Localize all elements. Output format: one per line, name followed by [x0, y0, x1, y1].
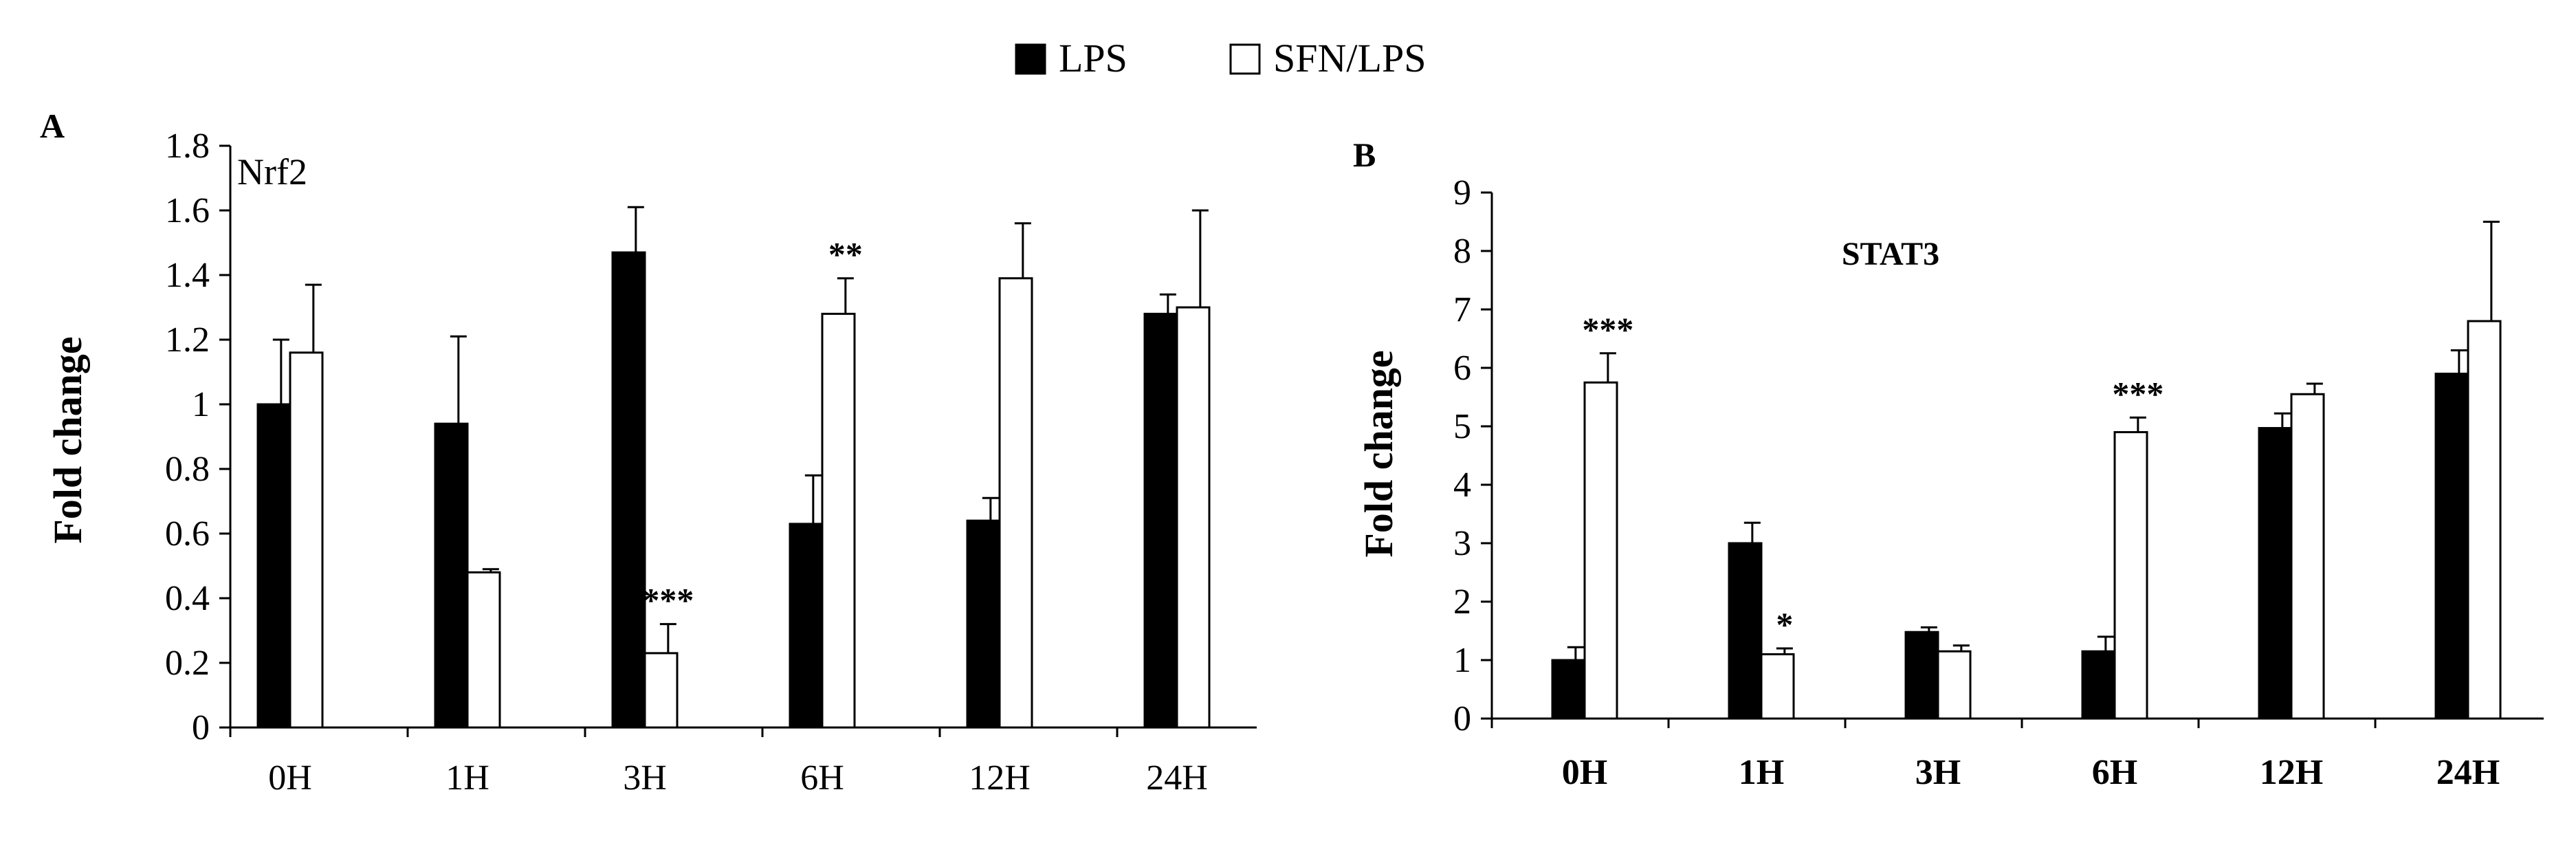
bar-lps-3h	[1904, 631, 1939, 720]
chart-title: Nrf2	[237, 151, 307, 193]
bar-lps-0h	[256, 403, 291, 729]
bar-lps-0h	[1551, 659, 1586, 720]
y-tick-label: 7	[1453, 290, 1471, 329]
y-tick-label: 0.2	[165, 644, 210, 683]
y-tick-label: 8	[1453, 232, 1471, 271]
y-tick-label: 1.2	[165, 320, 210, 360]
x-tick-label: 3H	[1915, 753, 1961, 792]
legend-label-lps: LPS	[1059, 36, 1127, 80]
y-tick-label: 1	[1453, 641, 1471, 680]
bar-sfn-lps-3h	[643, 652, 679, 729]
x-tick-label: 6H	[2092, 753, 2137, 792]
y-tick-label: 0.8	[165, 450, 210, 489]
y-tick-label: 1.6	[165, 191, 210, 230]
panel-label-b: B	[1353, 135, 1376, 174]
chart-panel-a: 0 0.2 0.4 0.6 0.8 1 1.2 1.4 1.6 1.8 0H 1H 3H 6H 12H 24H…	[45, 127, 1257, 798]
significance-marker: ***	[1582, 310, 1633, 349]
y-tick-label: 6	[1453, 349, 1471, 388]
bar-sfn-lps-0h	[289, 351, 324, 729]
legend-swatch-lps	[1015, 43, 1046, 75]
significance-marker: *	[1776, 605, 1793, 644]
y-tick-label: 1	[192, 385, 210, 424]
bar-lps-12h	[966, 519, 1001, 729]
y-tick-label: 0.6	[165, 514, 210, 554]
bar-sfn-lps-1h	[1760, 653, 1795, 720]
bar-sfn-lps-6h	[2113, 431, 2148, 720]
x-tick-label: 6H	[800, 758, 844, 798]
bar-lps-6h	[2081, 650, 2116, 720]
y-tick-label: 1.4	[165, 256, 210, 295]
y-tick-label: 0.4	[165, 579, 210, 618]
y-tick-label: 4	[1453, 466, 1471, 505]
y-tick-label: 0	[192, 708, 210, 747]
x-tick-label: 0H	[268, 758, 312, 798]
x-tick-label: 24H	[2436, 753, 2500, 792]
x-tick-label: 3H	[623, 758, 667, 798]
significance-marker: ***	[2112, 374, 2164, 413]
bar-sfn-lps-0h	[1583, 381, 1618, 720]
significance-marker: **	[828, 235, 863, 274]
panel-label-a: A	[40, 107, 65, 145]
bar-sfn-lps-12h	[998, 277, 1033, 729]
bar-sfn-lps-6h	[821, 312, 856, 729]
bar-sfn-lps-24h	[2467, 320, 2502, 720]
legend-swatch-sfn-lps	[1229, 43, 1261, 75]
bar-sfn-lps-1h	[466, 571, 501, 729]
bar-sfn-lps-12h	[2290, 393, 2325, 720]
x-tick-label: 12H	[969, 758, 1031, 798]
bar-lps-24h	[1143, 312, 1178, 729]
bar-sfn-lps-3h	[1937, 650, 1972, 720]
bar-sfn-lps-24h	[1176, 306, 1211, 729]
x-tick-label: 24H	[1146, 758, 1208, 798]
y-tick-label: 2	[1453, 582, 1471, 622]
y-tick-label: 5	[1453, 407, 1471, 446]
y-axis-label: Fold change	[45, 336, 90, 543]
x-tick-label: 1H	[445, 758, 489, 798]
y-axis-label: Fold change	[1356, 350, 1401, 557]
bar-lps-24h	[2434, 373, 2469, 720]
chart-title: STAT3	[1842, 236, 1939, 272]
y-tick-label: 9	[1453, 173, 1471, 212]
bar-lps-1h	[434, 422, 469, 729]
y-tick-label: 3	[1453, 524, 1471, 563]
bar-lps-1h	[1728, 542, 1763, 720]
x-tick-label: 12H	[2260, 753, 2323, 792]
bar-lps-3h	[611, 251, 646, 729]
bar-lps-6h	[789, 523, 824, 729]
y-tick-label: 0	[1453, 699, 1471, 738]
y-tick-label: 1.8	[165, 127, 210, 166]
bar-lps-12h	[2258, 427, 2293, 720]
x-tick-label: 0H	[1562, 753, 1607, 792]
legend-label-sfn-lps: SFN/LPS	[1273, 36, 1426, 80]
x-tick-label: 1H	[1739, 753, 1784, 792]
significance-marker: ***	[642, 581, 694, 620]
legend: LPS SFN/LPS	[1015, 36, 1426, 80]
